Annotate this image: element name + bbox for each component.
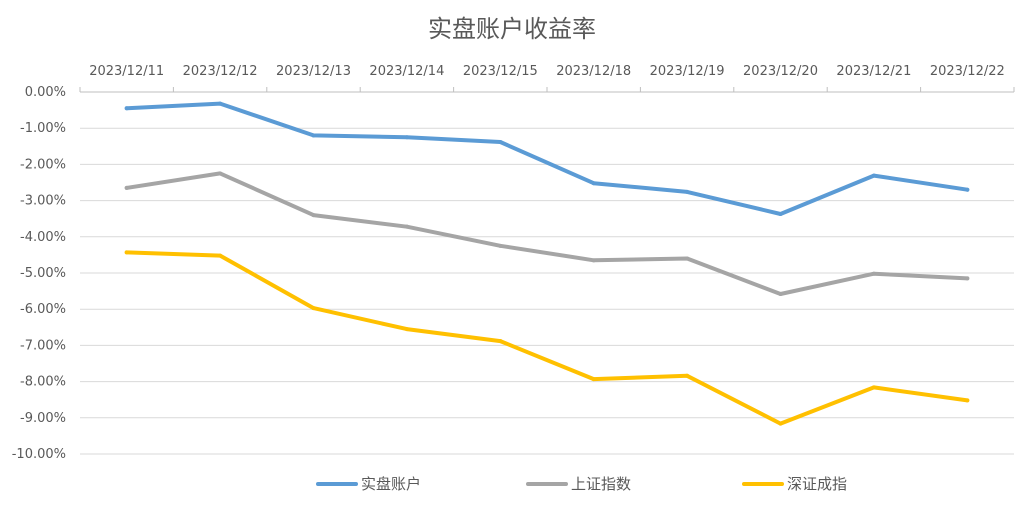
data-point: [591, 181, 596, 186]
y-tick-label: -7.00%: [20, 338, 66, 353]
data-point: [871, 385, 876, 390]
data-point: [404, 135, 409, 140]
y-tick-label: -5.00%: [20, 266, 66, 281]
x-tick-label: 2023/12/14: [369, 64, 444, 79]
y-tick-label: -2.00%: [20, 157, 66, 172]
data-point: [498, 139, 503, 144]
y-tick-label: -4.00%: [20, 230, 66, 245]
data-point: [498, 339, 503, 344]
data-point: [965, 187, 970, 192]
data-point: [404, 224, 409, 229]
x-tick-label: 2023/12/15: [463, 64, 538, 79]
data-point: [311, 306, 316, 311]
data-point: [685, 256, 690, 261]
data-point: [124, 250, 129, 255]
gridlines: [79, 87, 1015, 455]
chart-title: 实盘账户收益率: [428, 15, 596, 43]
x-tick-label: 2023/12/11: [89, 64, 164, 79]
data-point: [965, 398, 970, 403]
x-tick-label: 2023/12/20: [743, 64, 818, 79]
data-point: [685, 373, 690, 378]
data-point: [218, 171, 223, 176]
x-tick-label: 2023/12/19: [650, 64, 725, 79]
legend-label-1: 上证指数: [571, 475, 631, 493]
data-point: [778, 211, 783, 216]
series-line-0: [124, 101, 970, 216]
y-tick-label: 0.00%: [25, 85, 66, 100]
y-axis-ticks: 0.00% -1.00% -2.00% -3.00% -4.00% -5.00% -6.00…: [12, 85, 66, 462]
y-tick-label: -10.00%: [12, 447, 66, 462]
data-point: [871, 271, 876, 276]
data-point: [498, 243, 503, 248]
data-point: [965, 276, 970, 281]
data-point: [404, 327, 409, 332]
x-axis-ticks: 2023/12/11 2023/12/12 2023/12/13 2023/12/14…: [89, 64, 1005, 79]
data-point: [871, 173, 876, 178]
data-point: [218, 101, 223, 106]
x-tick-label: 2023/12/22: [930, 64, 1005, 79]
legend-label-2: 深证成指: [787, 475, 847, 493]
series-line-2: [124, 250, 970, 426]
y-tick-label: -6.00%: [20, 302, 66, 317]
y-tick-label: -9.00%: [20, 411, 66, 426]
y-tick-label: -1.00%: [20, 121, 66, 136]
y-tick-label: -3.00%: [20, 194, 66, 209]
data-point: [311, 213, 316, 218]
y-tick-label: -8.00%: [20, 375, 66, 390]
data-point: [685, 189, 690, 194]
x-tick-label: 2023/12/21: [836, 64, 911, 79]
data-point: [124, 185, 129, 190]
series-line-1: [124, 171, 970, 296]
data-point: [218, 253, 223, 258]
x-tick-label: 2023/12/18: [556, 64, 631, 79]
data-point: [591, 258, 596, 263]
data-point: [311, 133, 316, 138]
series-lines: [124, 101, 970, 426]
x-tick-label: 2023/12/13: [276, 64, 351, 79]
x-tick-label: 2023/12/12: [183, 64, 258, 79]
legend-label-0: 实盘账户: [361, 475, 421, 493]
data-point: [591, 377, 596, 382]
data-point: [778, 291, 783, 296]
data-point: [124, 106, 129, 111]
data-point: [778, 421, 783, 426]
legend: 实盘账户 上证指数 深证成指: [316, 475, 847, 493]
